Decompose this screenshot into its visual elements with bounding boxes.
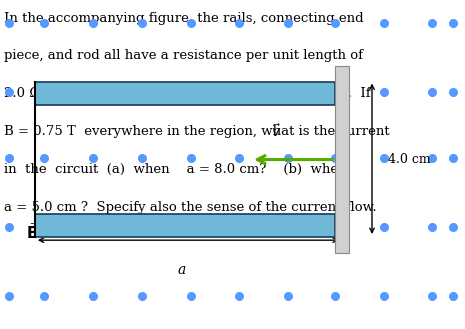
Text: 2.0 Ω/cm.  The rod moves to the left at  v = 3.0 m/s.  If: 2.0 Ω/cm. The rod moves to the left at v… bbox=[4, 87, 370, 100]
Text: In the accompanying figure, the rails, connecting end: In the accompanying figure, the rails, c… bbox=[4, 12, 363, 25]
Text: piece, and rod all have a resistance per unit length of: piece, and rod all have a resistance per… bbox=[4, 49, 363, 63]
Text: B = 0.75 T  everywhere in the region, what is the current: B = 0.75 T everywhere in the region, wha… bbox=[4, 125, 389, 138]
Bar bbox=[35, 214, 335, 237]
Text: $\vec{v}$: $\vec{v}$ bbox=[272, 123, 282, 140]
Text: in  the  circuit  (a)  when    a = 8.0 cm?    (b)  when: in the circuit (a) when a = 8.0 cm? (b) … bbox=[4, 163, 346, 176]
Bar bbox=[35, 82, 335, 105]
Bar bbox=[335, 66, 349, 253]
Text: $\vec{\mathbf{B}}$: $\vec{\mathbf{B}}$ bbox=[26, 221, 38, 242]
Text: a: a bbox=[177, 263, 186, 277]
Text: a = 5.0 cm ?  Specify also the sense of the current flow.: a = 5.0 cm ? Specify also the sense of t… bbox=[4, 201, 376, 214]
Text: 4.0 cm: 4.0 cm bbox=[388, 153, 431, 166]
